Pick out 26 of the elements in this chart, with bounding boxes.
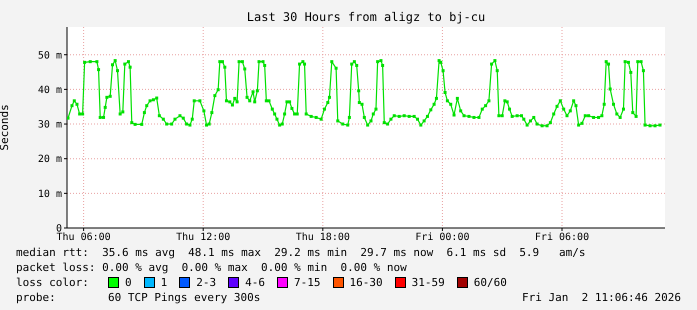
- text: Fri Jan 2 11:06:46 2026: [522, 291, 681, 304]
- y-tick-label: 10 m: [38, 188, 62, 200]
- y-axis-title: Seconds: [0, 104, 11, 151]
- text: 7-15: [294, 276, 320, 289]
- text: 60/60: [474, 276, 507, 289]
- text: 4-6: [245, 276, 265, 289]
- text: median rtt: 35.6 ms avg 48.1 ms max 29.2 ms min 29.7 ms now 6.1 ms sd 5.9 am/s: [16, 246, 586, 259]
- y-tick-label: 40 m: [38, 84, 62, 96]
- x-tick-label: Fri 06:00: [534, 232, 590, 244]
- text: probe:: [16, 291, 57, 304]
- text: 1: [160, 276, 168, 289]
- x-tick-label: Thu 06:00: [56, 232, 111, 244]
- chart-title: Last 30 Hours from aligz to bj-cu: [246, 10, 486, 24]
- text: 16-30: [350, 276, 383, 289]
- text: 0: [125, 276, 132, 289]
- text: loss color:: [16, 276, 90, 289]
- x-tick-label: Thu 12:00: [176, 232, 230, 244]
- x-tick-label: Fri 00:00: [415, 232, 470, 244]
- y-tick-label: 50 m: [38, 50, 62, 62]
- text: 2-3: [196, 276, 216, 289]
- x-tick-label: Thu 18:00: [296, 232, 350, 244]
- text: packet loss: 0.00 % avg 0.00 % max 0.00 % min 0.00 % now: [16, 261, 407, 274]
- y-tick-label: 30 m: [38, 120, 62, 131]
- text: 60 TCP Pings every 300s: [108, 291, 260, 304]
- text: 31-59: [412, 276, 445, 289]
- y-tick-label: 20 m: [38, 154, 62, 166]
